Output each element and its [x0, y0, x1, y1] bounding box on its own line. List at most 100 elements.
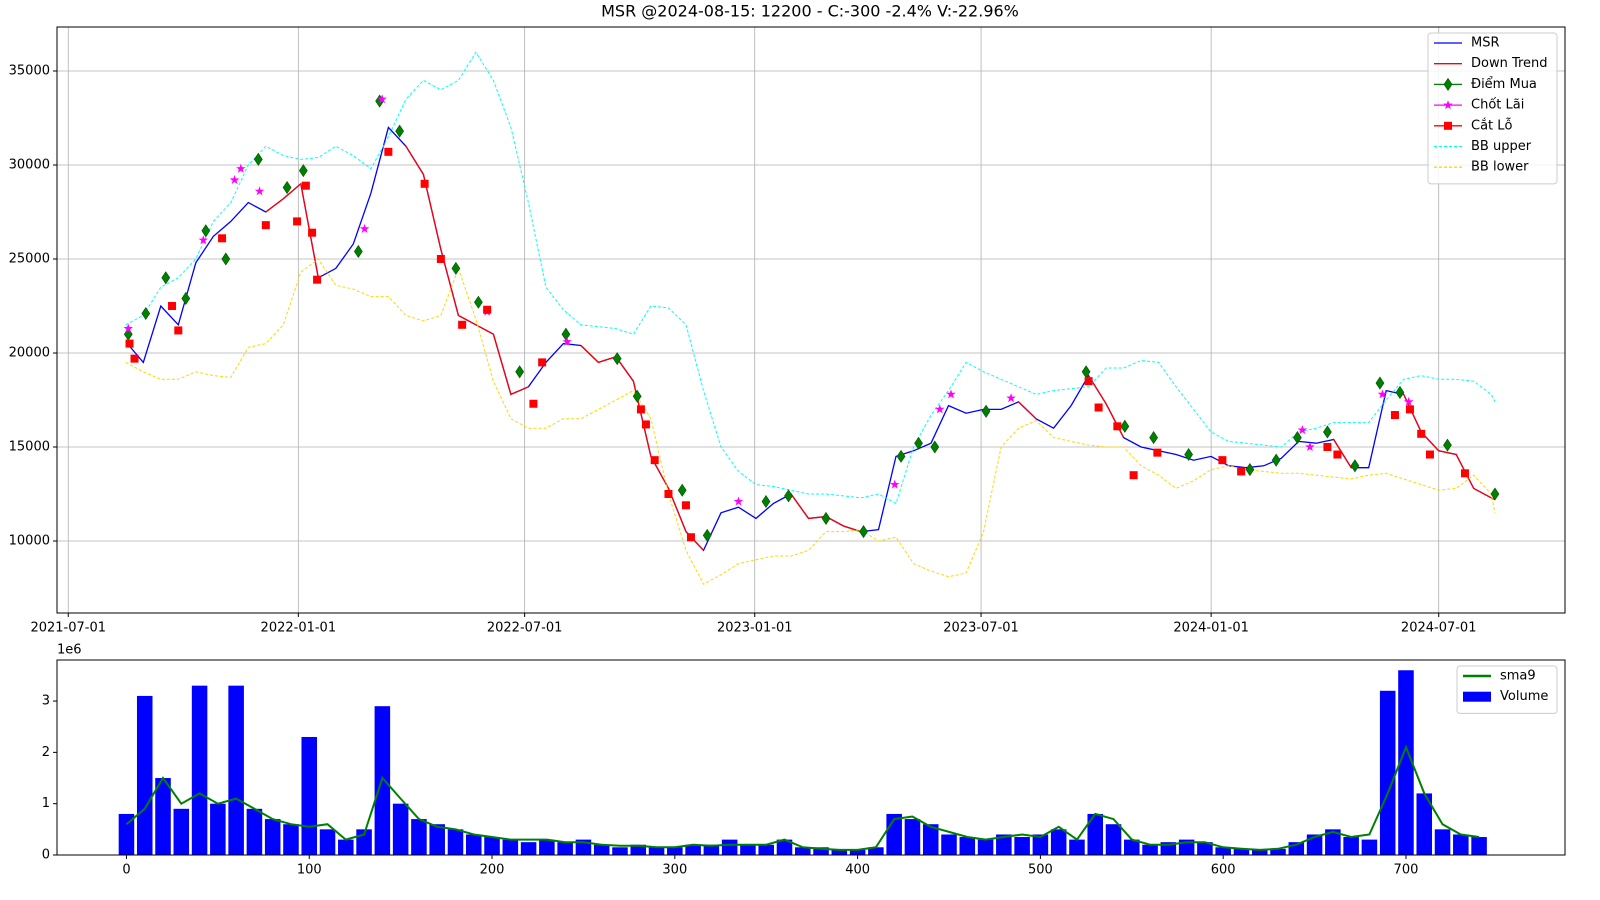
- volume-bar: [539, 839, 555, 855]
- volume-bar: [1270, 848, 1286, 855]
- y-offset-label: 1e6: [57, 643, 82, 658]
- y-tick-label: 1: [42, 796, 50, 811]
- marker: [1390, 411, 1399, 420]
- marker: [130, 354, 139, 363]
- volume-bar: [941, 834, 957, 855]
- volume-bar: [721, 839, 738, 855]
- marker: [359, 223, 370, 233]
- volume-bar: [1014, 837, 1030, 855]
- legend-marker: [1443, 77, 1453, 91]
- volume-bar: [520, 842, 537, 855]
- volume-bar: [191, 685, 208, 855]
- marker: [198, 235, 209, 245]
- marker: [636, 405, 645, 414]
- marker: [229, 175, 240, 185]
- marker: [761, 494, 771, 509]
- marker: [1305, 442, 1315, 451]
- volume-bar: [1453, 834, 1469, 855]
- marker: [1113, 422, 1122, 431]
- volume-bar: [795, 847, 811, 855]
- marker: [1417, 429, 1426, 438]
- volume-bar: [593, 844, 610, 855]
- volume-bar: [685, 844, 701, 855]
- y-tick-label: 20000: [9, 345, 50, 360]
- y-tick-label: 3: [42, 694, 50, 709]
- volume-bar: [959, 837, 976, 855]
- volume-bar: [338, 839, 354, 855]
- marker: [451, 261, 461, 275]
- volume-bar: [264, 819, 281, 855]
- marker: [254, 186, 265, 196]
- y-tick-label: 15000: [9, 439, 50, 454]
- marker: [474, 295, 483, 309]
- marker: [384, 147, 393, 156]
- marker: [483, 305, 492, 314]
- legend-label: Điểm Mua: [1471, 77, 1537, 92]
- marker: [174, 326, 183, 335]
- marker: [935, 404, 945, 414]
- volume-bar: [1471, 837, 1487, 855]
- volume-bar: [1379, 690, 1396, 855]
- volume-bar: [1251, 849, 1268, 855]
- x-tick-label: 100: [297, 863, 322, 878]
- marker: [677, 483, 687, 497]
- marker: [458, 320, 467, 329]
- marker: [821, 511, 831, 525]
- legend-swatch: [1463, 691, 1491, 702]
- marker: [946, 389, 956, 399]
- marker: [612, 352, 622, 366]
- volume-bar: [1050, 829, 1067, 855]
- marker: [1129, 471, 1138, 480]
- volume-bar: [849, 849, 866, 855]
- volume-bar: [1032, 834, 1049, 855]
- marker: [1377, 389, 1388, 399]
- volume-bar: [648, 847, 665, 855]
- volume-bar: [1343, 837, 1359, 855]
- marker: [308, 228, 317, 237]
- marker: [859, 525, 868, 539]
- plot-frame: [56, 659, 1566, 856]
- marker: [1403, 396, 1414, 406]
- volume-bar: [758, 844, 774, 855]
- marker: [301, 181, 310, 190]
- marker: [686, 533, 695, 542]
- volume-bar: [1215, 847, 1231, 855]
- marker: [125, 339, 134, 348]
- volume-bar: [155, 778, 171, 855]
- marker: [981, 404, 991, 418]
- marker: [161, 271, 171, 285]
- x-tick-label: 2021-07-01: [30, 621, 106, 636]
- volume-bar: [557, 842, 573, 855]
- volume-bar: [1233, 848, 1250, 855]
- marker: [1297, 425, 1308, 435]
- volume-bar: [996, 834, 1012, 855]
- volume-bar: [1142, 844, 1158, 855]
- x-tick-label: 2022-07-01: [487, 621, 563, 636]
- plot-frame: [56, 26, 1566, 614]
- marker: [436, 254, 445, 263]
- marker: [395, 124, 404, 138]
- volume-bar: [1434, 829, 1451, 855]
- marker: [562, 336, 572, 346]
- chart-title: MSR @2024-08-15: 12200 - C:-300 -2.4% V:…: [601, 2, 1019, 21]
- marker: [1153, 448, 1162, 457]
- y-tick-label: 10000: [9, 533, 50, 548]
- x-tick-label: 2024-01-01: [1173, 621, 1249, 636]
- y-tick-label: 30000: [9, 157, 50, 172]
- y-tick-label: 25000: [9, 251, 50, 266]
- marker: [353, 244, 363, 259]
- volume-bar: [667, 847, 683, 855]
- x-tick-label: 2023-01-01: [717, 621, 793, 636]
- marker: [681, 501, 690, 510]
- x-tick-label: 300: [662, 863, 687, 878]
- volume-bar: [283, 824, 299, 855]
- y-tick-label: 0: [42, 848, 50, 863]
- legend-label: Chốt Lãi: [1471, 98, 1524, 113]
- x-tick-label: 2024-07-01: [1401, 621, 1477, 636]
- marker: [1094, 403, 1103, 412]
- series-line: [125, 258, 1496, 585]
- marker: [1425, 450, 1434, 459]
